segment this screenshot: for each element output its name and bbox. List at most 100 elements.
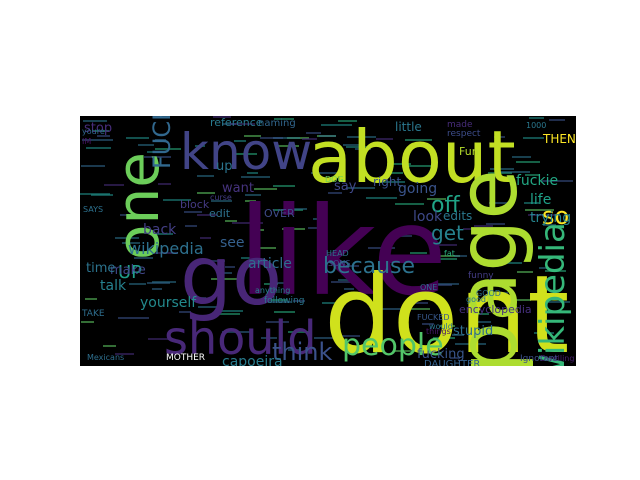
small-word-mark [293, 300, 305, 302]
small-word-mark [450, 357, 460, 359]
small-word-mark [470, 321, 491, 323]
small-word-mark [86, 147, 111, 149]
word-daughter: DAUGHTER [424, 359, 480, 366]
small-word-mark [115, 353, 134, 355]
small-word-mark [452, 334, 464, 336]
small-word-mark [490, 292, 508, 294]
word-edits: edits [443, 209, 472, 223]
small-word-mark [118, 317, 149, 319]
small-word-mark [455, 343, 486, 345]
small-word-mark [288, 349, 300, 351]
small-word-mark [219, 272, 232, 274]
small-word-mark [264, 283, 278, 285]
small-word-mark [155, 148, 181, 150]
small-word-mark [302, 138, 317, 140]
word-up: up [216, 159, 233, 174]
small-word-mark [427, 198, 446, 200]
small-word-mark [347, 187, 375, 189]
small-word-mark [380, 181, 405, 183]
small-word-mark [83, 120, 107, 122]
small-word-mark [338, 120, 357, 122]
small-word-mark [484, 298, 514, 300]
small-word-mark [254, 188, 277, 190]
small-word-mark [395, 203, 424, 205]
small-word-mark [405, 165, 432, 167]
word-wikipedia: wikipedia [128, 239, 204, 258]
small-word-mark [513, 299, 531, 301]
word-get: get [431, 221, 464, 245]
small-word-mark [154, 252, 178, 254]
small-word-mark [122, 242, 140, 244]
small-word-mark [197, 175, 214, 177]
small-word-mark [235, 153, 257, 155]
small-word-mark [395, 350, 414, 352]
small-word-mark [184, 211, 202, 213]
small-word-mark [368, 247, 395, 249]
word-little: little [395, 120, 422, 134]
small-word-mark [197, 214, 217, 216]
small-word-mark [126, 137, 149, 139]
small-word-mark [542, 301, 570, 303]
small-word-mark [222, 123, 236, 125]
small-word-mark [230, 123, 255, 125]
small-word-mark [454, 255, 467, 257]
word-so: so [542, 202, 569, 230]
small-word-mark [517, 271, 533, 273]
small-word-mark [306, 132, 321, 134]
word-encyclopedia: encyclopedia [459, 303, 532, 316]
word-funny: funny [468, 271, 494, 281]
small-word-mark [523, 137, 544, 139]
small-word-mark [213, 116, 231, 118]
small-word-mark [545, 270, 566, 272]
small-word-mark [426, 284, 452, 286]
word-going: going [398, 181, 437, 197]
word-good: GOOD [476, 289, 501, 298]
small-word-mark [525, 209, 554, 211]
small-word-mark [211, 278, 238, 280]
small-word-mark [371, 308, 401, 310]
word-stupid: stupid [453, 324, 493, 339]
small-word-mark [490, 168, 514, 170]
small-word-mark [287, 208, 307, 210]
word-mexicans: Mexicans [87, 353, 124, 362]
small-word-mark [273, 185, 295, 187]
word-1000: 1000 [526, 121, 546, 130]
word-respect: respect [447, 129, 481, 139]
word-say: say [334, 179, 357, 194]
small-word-mark [195, 145, 205, 147]
word-ignorant: Ignorant [520, 354, 558, 364]
word-time: time [86, 261, 115, 276]
word-then: THEN [542, 132, 576, 146]
word-off: off [431, 193, 460, 218]
small-word-mark [516, 161, 540, 163]
word-up: UP [118, 262, 142, 283]
small-words-texture [80, 116, 573, 359]
small-word-mark [355, 148, 371, 150]
small-word-mark [273, 137, 300, 139]
small-word-mark [245, 194, 261, 196]
small-word-mark [147, 151, 158, 153]
word-because: because [323, 254, 415, 279]
small-word-mark [222, 331, 252, 333]
small-word-mark [266, 321, 289, 323]
small-word-mark [433, 337, 455, 339]
small-word-mark [197, 192, 215, 194]
small-word-mark [261, 337, 277, 339]
word-fat: fat [444, 249, 455, 258]
small-word-mark [81, 321, 94, 323]
small-word-mark [232, 222, 263, 224]
small-word-mark [311, 172, 337, 174]
small-word-mark [207, 260, 225, 262]
small-word-mark [245, 200, 256, 202]
small-word-mark [495, 230, 510, 232]
word-see: see [220, 235, 245, 251]
small-word-mark [322, 302, 344, 304]
word-mother: MOTHER [166, 353, 205, 363]
small-word-mark [313, 218, 325, 220]
small-word-mark [219, 310, 243, 312]
small-word-mark [486, 223, 505, 225]
small-word-mark [148, 338, 171, 340]
small-word-mark [463, 228, 479, 230]
word-life: life [530, 192, 551, 208]
